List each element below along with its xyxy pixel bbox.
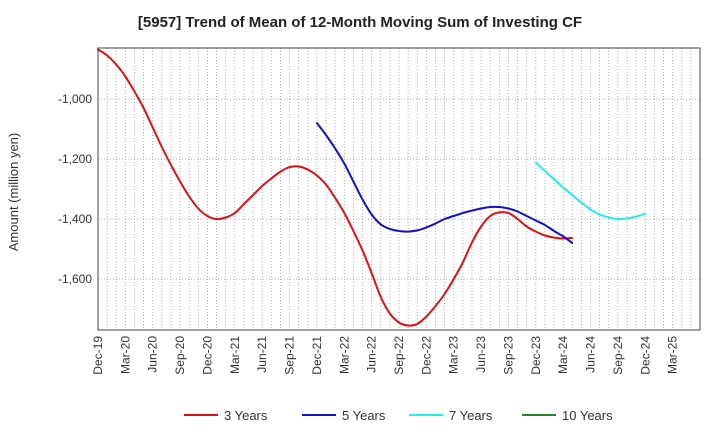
x-tick-label: Mar-21	[228, 336, 242, 374]
plot-frame	[97, 47, 701, 331]
x-tick-label: Jun-24	[584, 336, 598, 373]
x-tick-label: Dec-19	[91, 336, 105, 375]
series-line-3-years	[97, 48, 574, 327]
x-tick-label: Jun-21	[255, 336, 269, 373]
x-tick-label: Dec-22	[419, 336, 433, 375]
y-tick-label: -1,600	[58, 272, 92, 286]
x-tick-label: Dec-20	[200, 336, 214, 375]
x-tick-label: Mar-24	[556, 336, 570, 374]
grid	[98, 48, 700, 330]
x-tick-label: Dec-23	[529, 336, 543, 375]
legend-label-3-years: 3 Years	[224, 408, 268, 423]
legend: 3 Years 5 Years 7 Years 10 Years	[184, 408, 613, 423]
x-tick-label: Mar-25	[666, 336, 680, 374]
y-axis-label: Amount (million yen)	[6, 133, 21, 252]
x-tick-label: Mar-23	[447, 336, 461, 374]
series-layer	[97, 48, 647, 327]
legend-label-7-years: 7 Years	[449, 408, 493, 423]
y-tick-label: -1,400	[58, 212, 92, 226]
x-tick-label: Jun-22	[365, 336, 379, 373]
legend-label-10-years: 10 Years	[562, 408, 613, 423]
series-line-7-years	[534, 161, 647, 221]
y-tick-label: -1,200	[58, 152, 92, 166]
x-tick-label: Jun-20	[146, 336, 160, 373]
x-ticks: Dec-19 Mar-20 Jun-20 Sep-20 Dec-20 Mar-21 Jun-…	[91, 336, 680, 375]
x-tick-label: Sep-23	[501, 336, 515, 375]
x-tick-label: Jun-23	[474, 336, 488, 373]
x-tick-label: Sep-20	[173, 336, 187, 375]
x-tick-label: Sep-22	[392, 336, 406, 375]
series-line-5-years	[315, 122, 574, 244]
legend-label-5-years: 5 Years	[342, 408, 386, 423]
x-tick-label: Sep-24	[611, 336, 625, 375]
x-tick-label: Mar-20	[118, 336, 132, 374]
y-ticks: -1,000 -1,200 -1,400 -1,600	[58, 92, 92, 286]
y-tick-label: -1,000	[58, 92, 92, 106]
x-tick-label: Dec-24	[638, 336, 652, 375]
x-tick-label: Dec-21	[310, 336, 324, 375]
chart-title: [5957] Trend of Mean of 12-Month Moving …	[138, 14, 582, 31]
x-tick-label: Mar-22	[337, 336, 351, 374]
x-tick-label: Sep-21	[283, 336, 297, 375]
